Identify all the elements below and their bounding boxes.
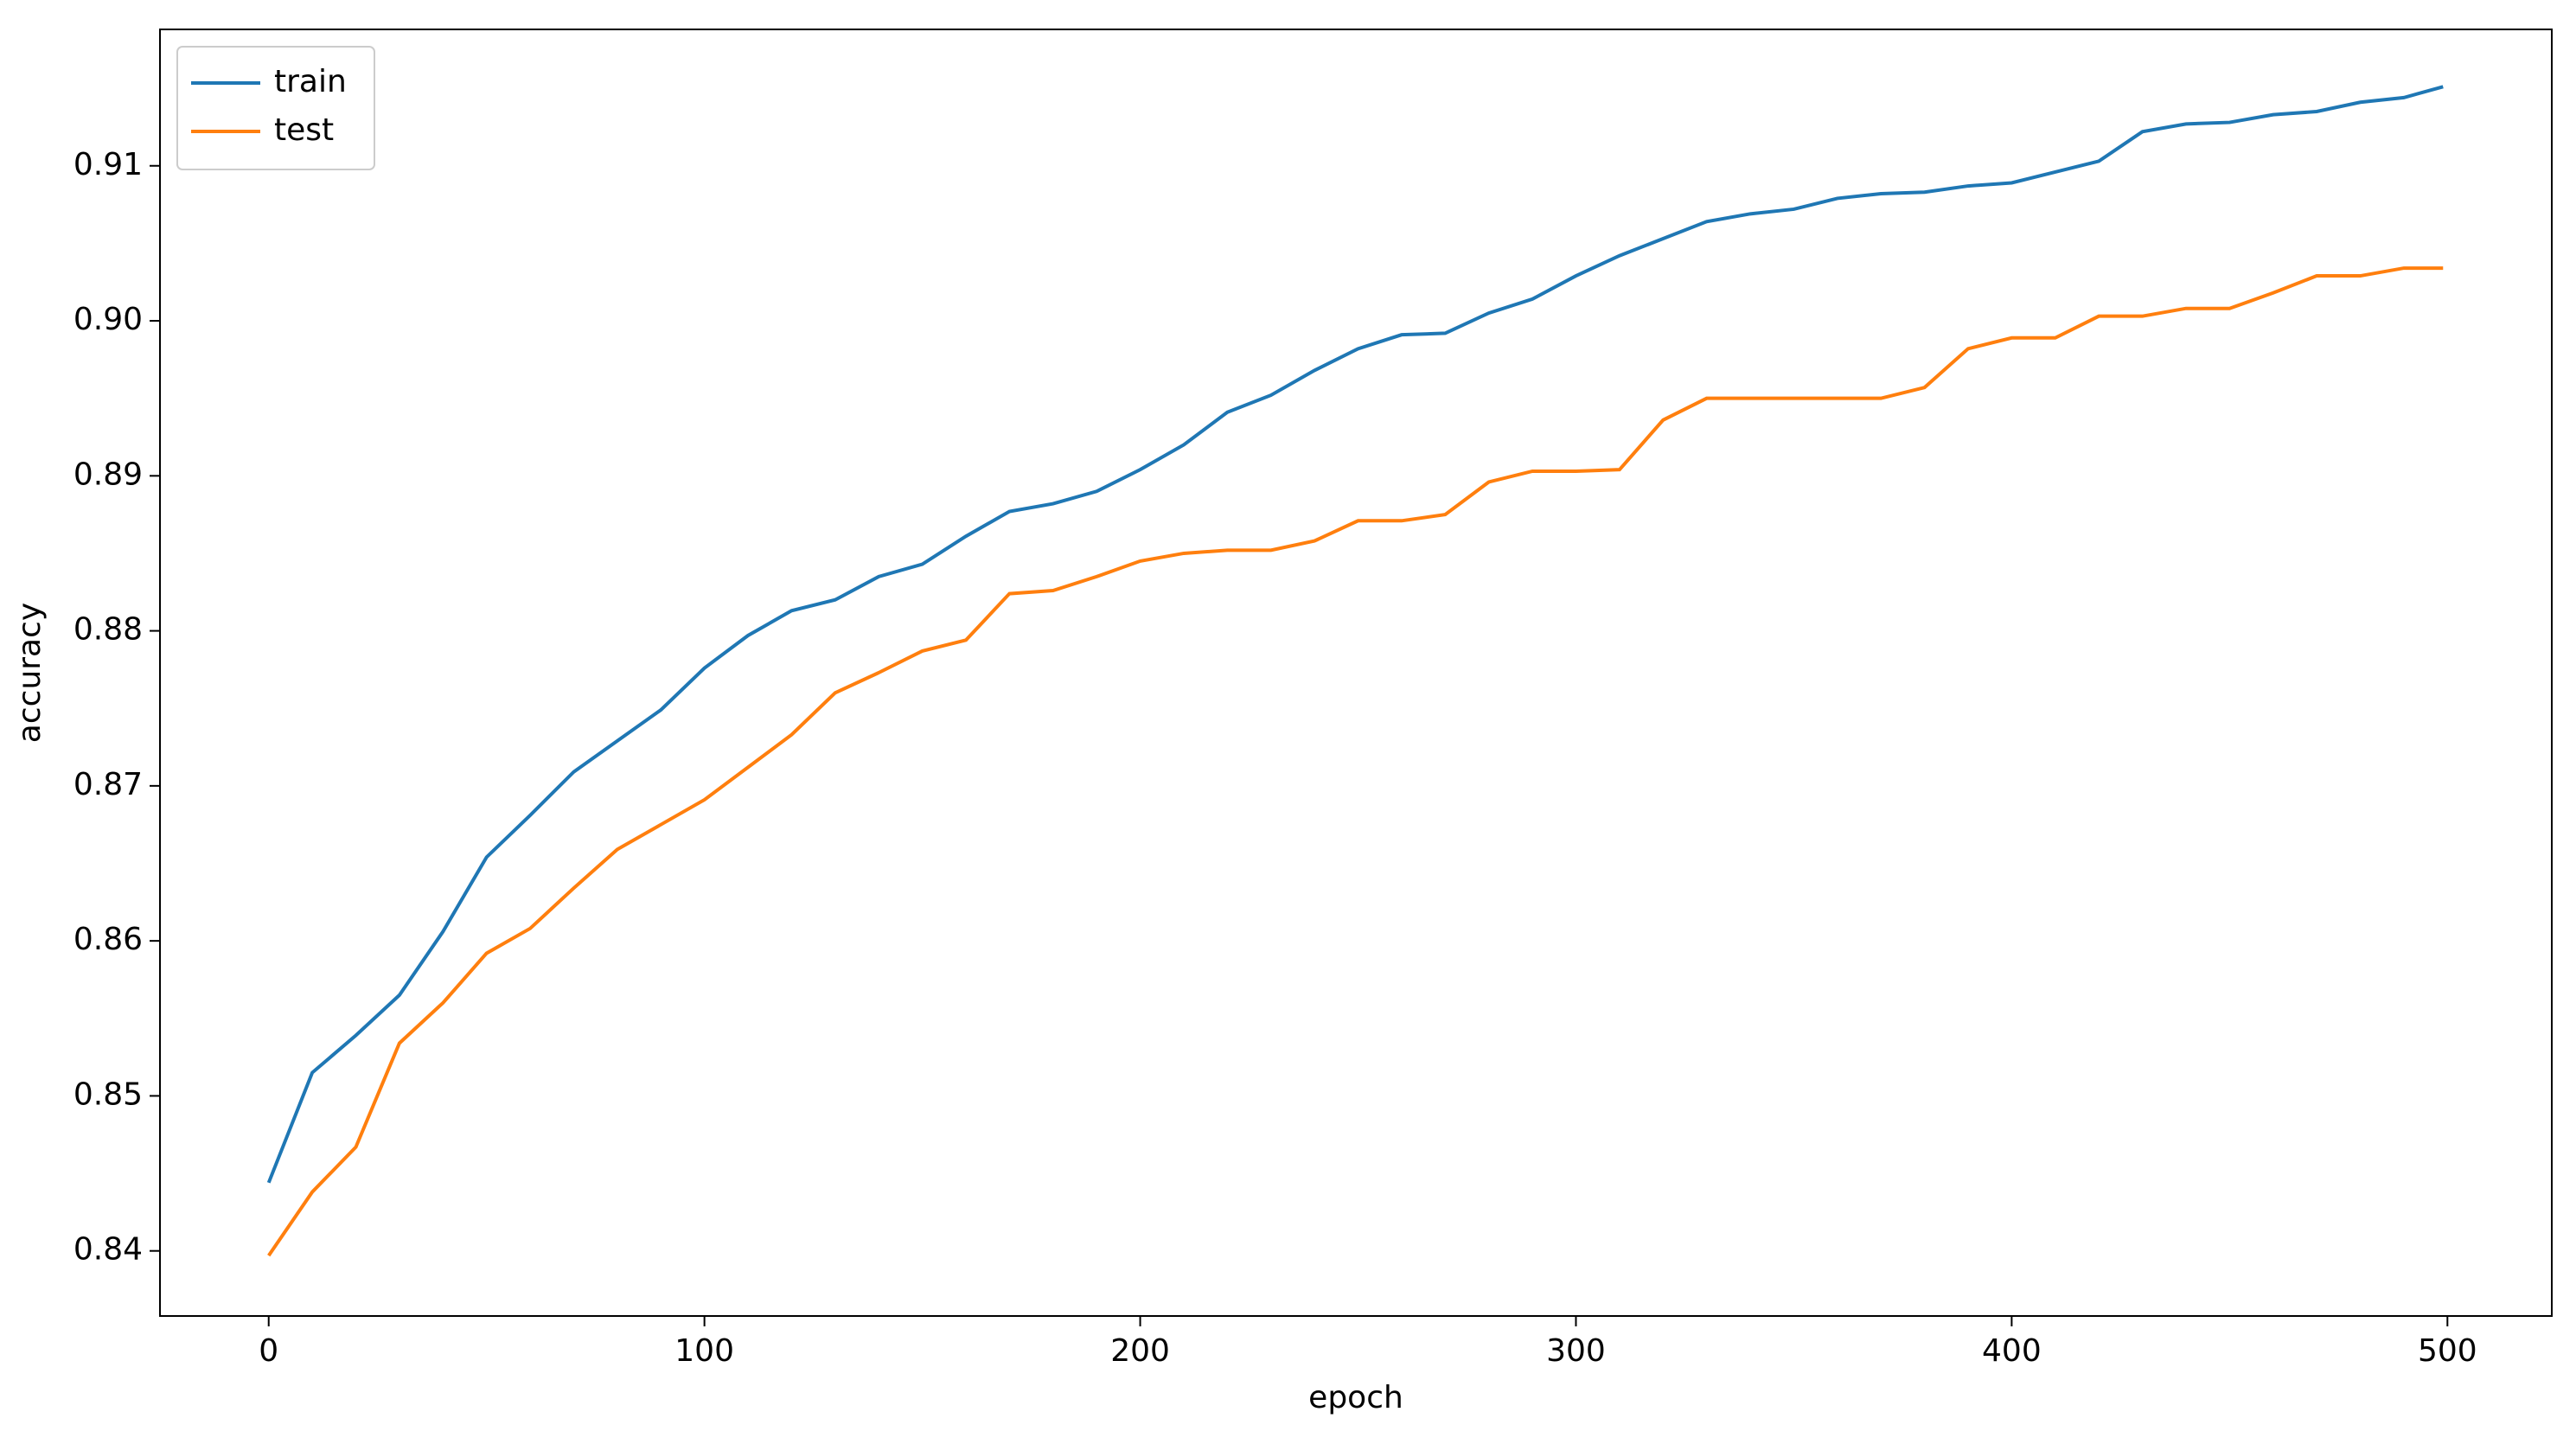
y-tick-label: 0.89 [74,457,143,492]
x-tick-label: 100 [674,1333,734,1369]
y-tick-label: 0.84 [74,1232,143,1268]
legend-box [176,46,375,170]
line [267,266,2444,1257]
x-tick-label: 300 [1546,1333,1606,1369]
y-axis-label: accuracy [12,603,48,743]
x-tick-label: 200 [1110,1333,1170,1369]
x-tick-label: 500 [2418,1333,2477,1369]
x-tick-label: 400 [1982,1333,2042,1369]
y-tick-label: 0.85 [74,1076,143,1112]
y-tick-label: 0.91 [74,147,143,182]
legend-label: train [274,64,347,99]
legend-label: test [274,112,334,148]
x-axis-label: epoch [1308,1380,1403,1415]
x-tick-label: 0 [259,1333,278,1369]
y-tick-label: 0.87 [74,767,143,802]
line [266,85,2444,1184]
y-tick-label: 0.86 [74,922,143,957]
y-tick-label: 0.88 [74,612,143,648]
y-tick-label: 0.90 [74,302,143,337]
plot-frame [159,29,2553,1317]
